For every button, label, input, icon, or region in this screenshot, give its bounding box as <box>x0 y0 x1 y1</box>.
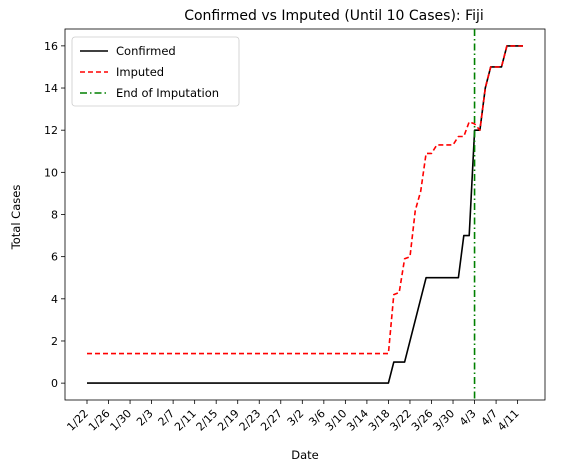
y-tick-label: 14 <box>44 82 58 95</box>
legend-label: Imputed <box>116 65 164 79</box>
x-tick-label: 1/30 <box>108 407 135 434</box>
x-tick-label: 1/22 <box>64 407 91 434</box>
y-axis-label: Total Cases <box>9 185 23 251</box>
x-tick-label: 2/19 <box>215 407 242 434</box>
y-tick-label: 4 <box>51 293 58 306</box>
x-tick-label: 3/18 <box>366 407 393 434</box>
x-tick-label: 4/11 <box>495 407 522 434</box>
x-tick-label: 2/11 <box>172 407 199 434</box>
x-tick-label: 3/10 <box>323 407 350 434</box>
x-tick-label: 2/27 <box>258 407 285 434</box>
x-tick-label: 2/15 <box>194 407 221 434</box>
x-tick-label: 4/3 <box>457 407 479 429</box>
legend-label: End of Imputation <box>116 86 219 100</box>
y-tick-label: 8 <box>51 209 58 222</box>
x-tick-label: 2/3 <box>134 407 156 429</box>
chart-title: Confirmed vs Imputed (Until 10 Cases): F… <box>184 8 484 24</box>
y-tick-label: 16 <box>44 40 58 53</box>
x-tick-label: 3/26 <box>409 407 436 434</box>
y-tick-label: 0 <box>51 377 58 390</box>
x-tick-label: 3/22 <box>387 407 414 434</box>
legend-box <box>71 36 240 107</box>
y-tick-label: 2 <box>51 335 58 348</box>
x-tick-label: 3/2 <box>285 407 307 429</box>
legend: Confirmed Imputed End of Imputation <box>71 36 240 107</box>
x-tick-label: 3/30 <box>430 407 457 434</box>
x-axis-label: Date <box>291 448 319 462</box>
series-line-imputed <box>87 45 523 355</box>
x-tick-label: 2/23 <box>237 407 264 434</box>
y-tick-label: 6 <box>51 251 58 264</box>
y-tick-label: 10 <box>44 166 58 179</box>
x-tick-label: 3/14 <box>344 407 371 434</box>
legend-label: Confirmed <box>116 44 176 58</box>
x-tick-label: 1/26 <box>86 407 113 434</box>
y-tick-label: 12 <box>44 124 58 137</box>
